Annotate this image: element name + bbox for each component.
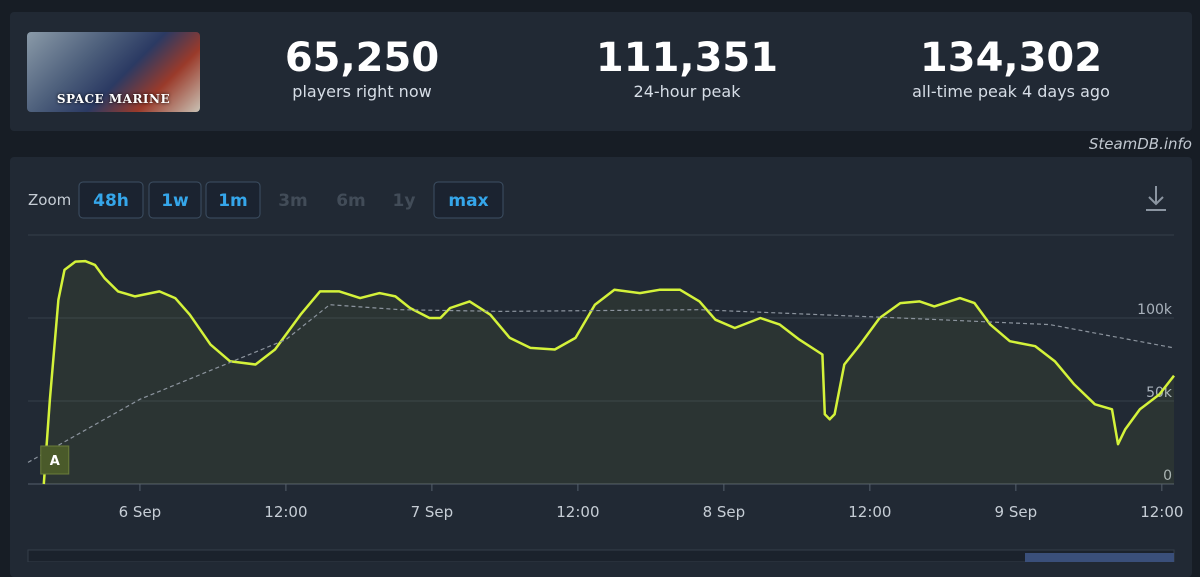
credit[interactable]: SteamDB.info [1088,135,1192,153]
players-line [42,259,1175,485]
average-line [27,304,1175,463]
annotation[interactable]: A [40,445,70,475]
zoom-button-label: 3m [278,191,308,211]
x-tick-label: 12:00 [848,503,891,521]
stats-card: SPACE MARINE 65,250 players right now 11… [10,12,1192,131]
annotation-label: A [50,454,60,469]
zoom-button-label[interactable]: 1w [161,191,189,211]
zoom-button-label[interactable]: 1m [218,191,248,211]
page: {"header": {"game_logo": "SPACE MARINE",… [10,12,1192,577]
stat: 65,250 players right now [232,34,492,102]
game-logo[interactable]: SPACE MARINE [27,32,200,112]
zoom-button-label: 1y [393,191,416,211]
x-tick-label: 12:00 [556,503,599,521]
game-logo-text: SPACE MARINE [56,92,171,106]
zoom-button[interactable] [205,181,261,219]
y-tick-label: 100k [1137,302,1173,318]
stat-value: 65,250 [284,35,440,81]
annotation-flag [40,445,70,475]
stat-value: 111,351 [595,35,779,81]
zoom-button-label: 6m [336,191,366,211]
chart-card [10,157,1192,577]
stat-label: 24-hour peak [633,82,741,101]
y-tick-label: 0 [1163,468,1172,484]
stat-label: players right now [292,82,432,101]
area [43,261,1174,484]
x-tick-label: 7 Sep [411,503,454,521]
download-icon[interactable] [1146,186,1166,211]
navigator-window[interactable] [1025,553,1174,562]
x-tick-label: 12:00 [1140,503,1183,521]
navigator[interactable] [27,549,1175,562]
zoom-button[interactable] [78,181,144,219]
stat: 111,351 24-hour peak [557,34,817,102]
x-tick-label: 6 Sep [119,503,162,521]
x-tick-label: 8 Sep [703,503,746,521]
zoom-button[interactable] [148,181,202,219]
x-tick-label: 12:00 [264,503,307,521]
zoom-button[interactable] [433,181,504,219]
stat-label: all-time peak 4 days ago [912,82,1110,101]
stat: 134,302 all-time peak 4 days ago [881,34,1141,102]
zoom-label: Zoom [28,191,71,209]
zoom-button-label[interactable]: 48h [93,191,129,211]
stat-value: 134,302 [919,35,1103,81]
zoom-button-label[interactable]: max [448,191,488,211]
x-tick-label: 9 Sep [995,503,1038,521]
